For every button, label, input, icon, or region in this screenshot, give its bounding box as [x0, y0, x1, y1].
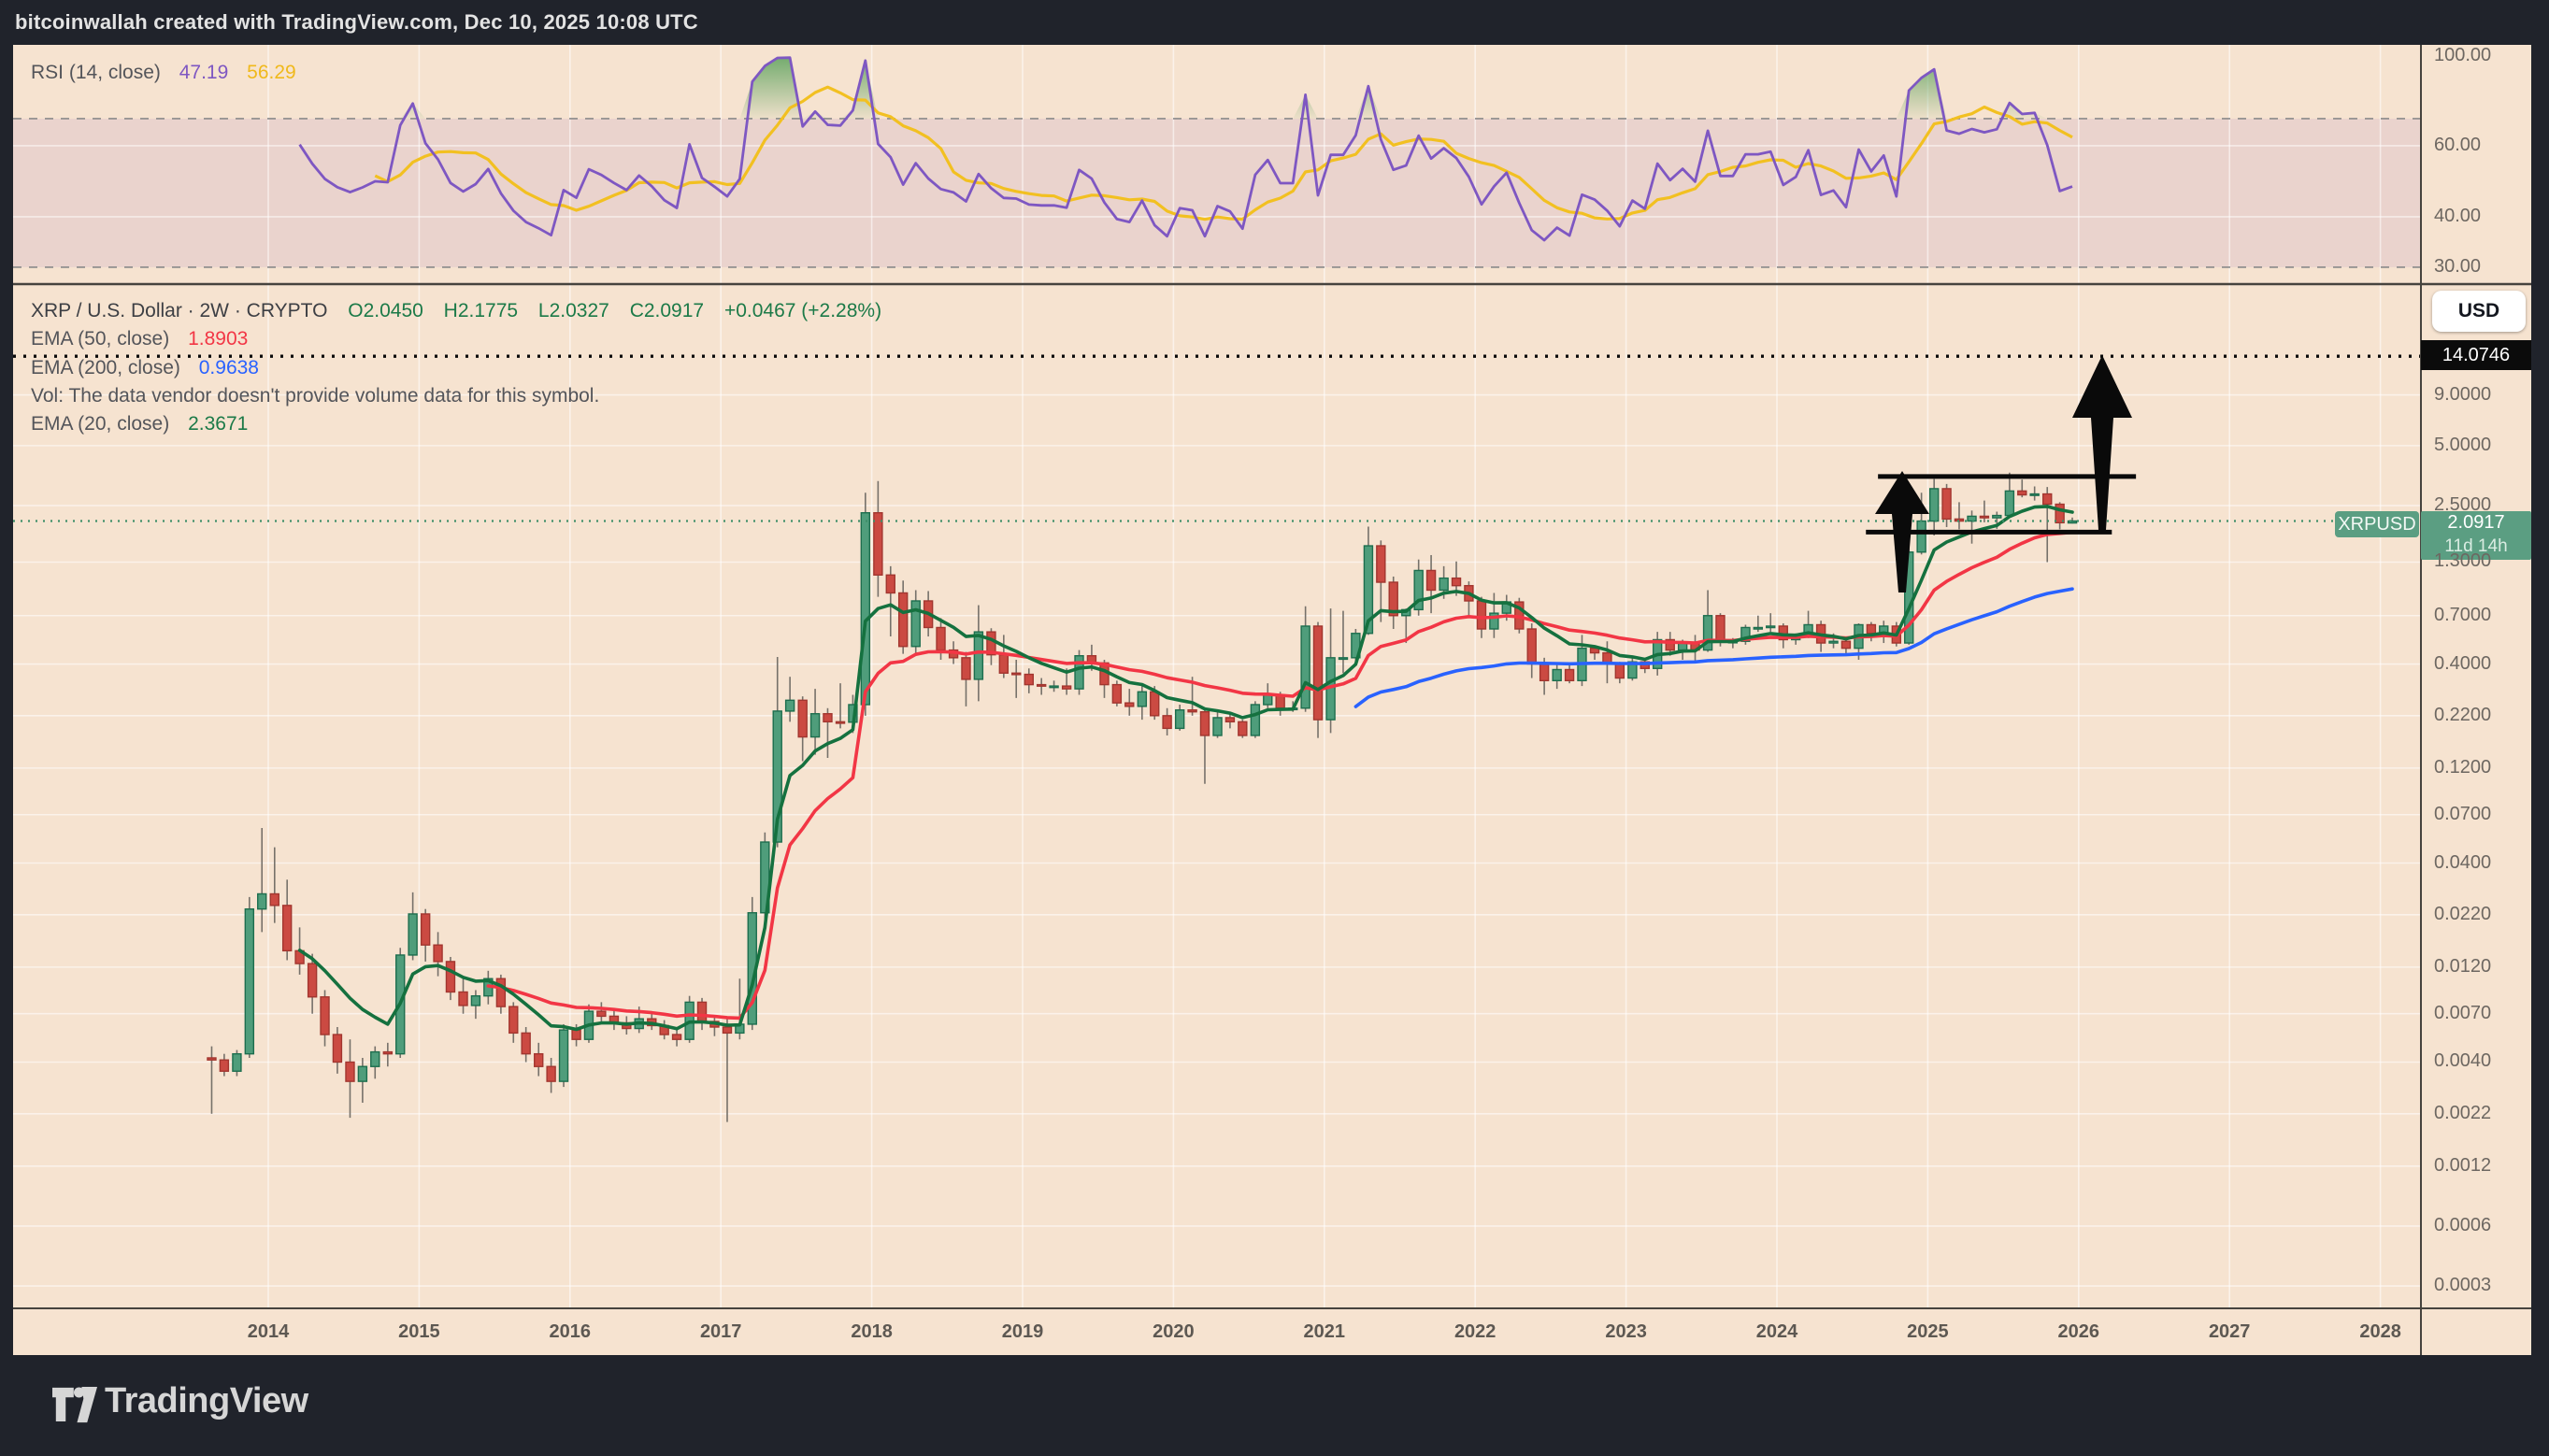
year-tick-label: 2027 [2208, 1321, 2251, 1342]
tradingview-wordmark: TradingView [105, 1381, 308, 1420]
ohlc-low: L2.0327 [537, 300, 609, 321]
symbol-price-label: XRPUSD [2335, 511, 2419, 538]
year-tick-label: 2020 [1153, 1321, 1195, 1342]
price-tick-label: 0.4000 [2434, 652, 2492, 674]
currency-toggle-button[interactable]: USD [2432, 291, 2526, 332]
attribution-bar: bitcoinwallah created with TradingView.c… [0, 0, 2549, 45]
price-tick-label: 0.0022 [2434, 1102, 2492, 1123]
ohlc-close: C2.0917 [629, 300, 705, 321]
ema50-value: 1.8903 [188, 328, 249, 350]
symbol-legend[interactable]: XRP / U.S. Dollar · 2W · CRYPTO O2.0450 … [31, 300, 881, 322]
price-tick-label: 0.0120 [2434, 955, 2492, 977]
target-price-badge: 14.0746 [2421, 340, 2531, 371]
price-tick-label: 0.7000 [2434, 604, 2492, 625]
year-tick-label: 2021 [1303, 1321, 1346, 1342]
year-tick-label: 2024 [1755, 1321, 1798, 1342]
ohlc-open: O2.0450 [348, 300, 423, 321]
year-tick-label: 2018 [851, 1321, 893, 1342]
ohlc-change: +0.0467 (+2.28%) [723, 300, 882, 321]
tradingview-logo-icon [52, 1386, 98, 1423]
year-tick-label: 2019 [1001, 1321, 1044, 1342]
symbol-title: XRP / U.S. Dollar · 2W · CRYPTO [31, 300, 328, 321]
year-tick-label: 2017 [699, 1321, 742, 1342]
ema20-label: EMA (20, close) [31, 413, 170, 435]
current-price-value: 2.0917 [2447, 512, 2505, 534]
rsi-tick-label: 30.00 [2434, 255, 2482, 277]
footer-bar: TradingView [0, 1355, 2549, 1456]
ema200-legend[interactable]: EMA (200, close) 0.9638 [31, 357, 259, 379]
rsi-tick-label: 40.00 [2434, 205, 2482, 226]
ema200-value: 0.9638 [198, 357, 259, 378]
year-tick-label: 2028 [2359, 1321, 2401, 1342]
year-tick-label: 2025 [1907, 1321, 1949, 1342]
ohlc-high: H2.1775 [443, 300, 519, 321]
year-tick-label: 2023 [1605, 1321, 1647, 1342]
attribution-text: bitcoinwallah created with TradingView.c… [15, 10, 698, 34]
rsi-tick-label: 100.00 [2434, 45, 2492, 66]
price-tick-label: 9.0000 [2434, 383, 2492, 405]
price-tick-label: 0.1200 [2434, 756, 2492, 778]
bar-countdown: 11d 14h [2444, 536, 2508, 557]
price-tick-label: 0.0012 [2434, 1154, 2492, 1176]
price-tick-label: 5.0000 [2434, 434, 2492, 455]
price-tick-label: 0.0220 [2434, 903, 2492, 924]
rsi-legend-title: RSI (14, close) [31, 62, 161, 83]
rsi-legend[interactable]: RSI (14, close) 47.19 56.29 [31, 62, 296, 84]
year-tick-label: 2014 [247, 1321, 290, 1342]
current-price-badge: 2.0917 11d 14h [2421, 511, 2531, 561]
year-tick-label: 2022 [1454, 1321, 1496, 1342]
price-tick-label: 0.0700 [2434, 803, 2492, 824]
ema200-label: EMA (200, close) [31, 357, 180, 378]
ema50-label: EMA (50, close) [31, 328, 170, 350]
price-tick-label: 0.0006 [2434, 1214, 2492, 1235]
year-tick-label: 2016 [549, 1321, 592, 1342]
price-tick-label: 1.3000 [2434, 550, 2492, 572]
volume-note-text: Vol: The data vendor doesn't provide vol… [31, 385, 600, 407]
ema20-value: 2.3671 [188, 413, 249, 435]
volume-note: Vol: The data vendor doesn't provide vol… [31, 385, 599, 407]
rsi-ma-value: 56.29 [247, 62, 296, 83]
year-tick-label: 2026 [2057, 1321, 2100, 1342]
price-tick-label: 2.5000 [2434, 494, 2492, 515]
ema20-legend[interactable]: EMA (20, close) 2.3671 [31, 413, 248, 435]
rsi-value: 47.19 [179, 62, 229, 83]
price-tick-label: 0.2200 [2434, 704, 2492, 725]
year-tick-label: 2015 [398, 1321, 440, 1342]
rsi-tick-label: 60.00 [2434, 134, 2482, 155]
price-tick-label: 0.0400 [2434, 851, 2492, 873]
price-tick-label: 0.0070 [2434, 1002, 2492, 1023]
ema50-legend[interactable]: EMA (50, close) 1.8903 [31, 328, 248, 350]
price-tick-label: 0.0003 [2434, 1275, 2492, 1296]
price-tick-label: 0.0040 [2434, 1050, 2492, 1072]
